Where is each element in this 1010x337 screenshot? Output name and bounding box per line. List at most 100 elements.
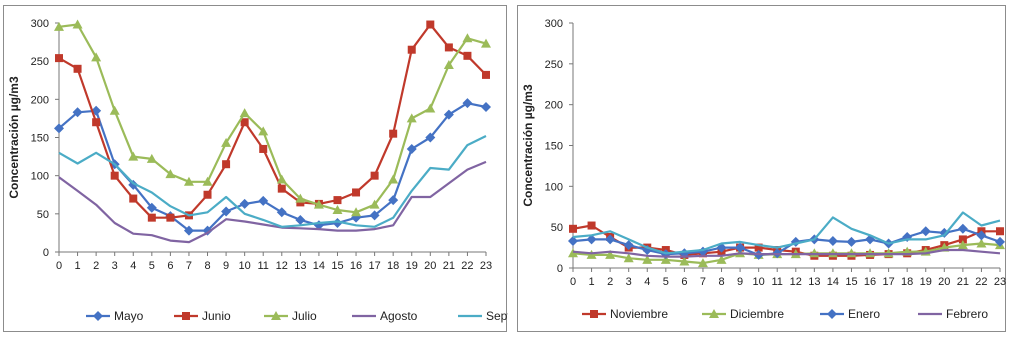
x-tick-label: 12 [276, 260, 288, 272]
x-tick-label: 17 [368, 260, 380, 272]
point-junio [166, 213, 175, 222]
y-axis-label: Concentración µg/m3 [521, 84, 535, 207]
y-tick-label: 50 [551, 222, 563, 234]
y-tick-label: 300 [545, 18, 563, 30]
point-enero [623, 240, 634, 251]
x-tick-label: 1 [75, 260, 81, 272]
x-tick-label: 18 [901, 276, 913, 288]
y-tick-label: 200 [545, 100, 563, 112]
legend-label: Junio [202, 309, 231, 323]
legend-marker [93, 311, 103, 321]
point-enero [939, 227, 950, 238]
series-septiembre [58, 135, 487, 228]
point-julio [369, 199, 380, 209]
x-tick-label: 7 [700, 276, 706, 288]
point-enero [995, 236, 1005, 247]
y-tick-label: 250 [31, 56, 49, 68]
point-junio [203, 190, 212, 199]
x-tick-label: 12 [790, 276, 802, 288]
x-tick-label: 10 [753, 276, 765, 288]
point-enero [846, 236, 857, 247]
point-julio [481, 38, 491, 48]
point-junio [407, 45, 416, 54]
point-julio [258, 126, 269, 136]
legend-marker [271, 311, 281, 320]
point-diciembre [642, 254, 653, 264]
x-tick-label: 15 [331, 260, 343, 272]
point-diciembre [586, 249, 597, 259]
point-julio [146, 153, 157, 163]
point-noviembre [958, 235, 967, 244]
x-tick-label: 23 [994, 276, 1006, 288]
point-junio [147, 213, 156, 222]
point-julio [443, 59, 454, 69]
point-diciembre [697, 258, 708, 268]
point-mayo [443, 109, 454, 120]
y-axis-label: Concentración µg/m3 [7, 76, 21, 199]
point-junio [92, 118, 101, 127]
legend-marker [709, 309, 719, 318]
point-diciembre [605, 249, 616, 259]
x-tick-label: 20 [424, 260, 436, 272]
point-julio [425, 103, 436, 113]
point-julio [72, 19, 83, 29]
point-enero [976, 230, 987, 241]
point-julio [183, 176, 194, 186]
point-julio [165, 169, 176, 179]
x-tick-label: 13 [808, 276, 820, 288]
point-julio [295, 193, 306, 203]
legend-label: Febrero [946, 307, 988, 321]
point-diciembre [679, 256, 690, 266]
x-tick-label: 17 [882, 276, 894, 288]
x-tick-label: 1 [589, 276, 595, 288]
point-mayo [221, 206, 232, 217]
point-diciembre [660, 254, 671, 264]
x-tick-label: 4 [644, 276, 650, 288]
legend-marker [182, 312, 190, 320]
point-junio [259, 144, 268, 153]
x-tick-label: 6 [681, 276, 687, 288]
x-tick-label: 22 [461, 260, 473, 272]
x-tick-label: 22 [975, 276, 987, 288]
point-junio [222, 160, 231, 169]
x-tick-label: 7 [186, 260, 192, 272]
point-julio [406, 113, 417, 123]
point-mayo [295, 214, 306, 225]
x-tick-label: 2 [93, 260, 99, 272]
point-noviembre [587, 221, 596, 230]
point-mayo [183, 225, 194, 236]
point-noviembre [754, 243, 763, 252]
point-diciembre [716, 254, 727, 264]
x-tick-label: 5 [149, 260, 155, 272]
legend-item-agosto: Agosto [352, 309, 418, 323]
series-marzo [572, 211, 1001, 255]
point-junio [426, 20, 435, 29]
series-junio [55, 20, 490, 222]
point-noviembre [569, 224, 577, 233]
x-tick-label: 0 [570, 276, 576, 288]
point-mayo [72, 107, 83, 118]
point-enero [605, 234, 616, 245]
series-enero [568, 223, 1005, 260]
point-julio [388, 174, 399, 184]
point-julio [332, 205, 343, 215]
x-tick-label: 19 [406, 260, 418, 272]
point-enero [735, 242, 746, 253]
legend-label: Enero [848, 307, 880, 321]
y-tick-label: 50 [37, 209, 49, 221]
series-line-junio [58, 23, 487, 219]
x-tick-label: 16 [864, 276, 876, 288]
x-tick-label: 16 [350, 260, 362, 272]
series-line-septiembre [58, 135, 487, 228]
x-tick-label: 4 [130, 260, 136, 272]
series-febrero [572, 248, 1001, 258]
y-tick-label: 0 [43, 247, 49, 259]
series-diciembre [568, 238, 1005, 268]
x-tick-label: 5 [663, 276, 669, 288]
series-agosto [58, 160, 487, 244]
point-enero [790, 236, 801, 247]
x-tick-label: 8 [718, 276, 724, 288]
point-junio [482, 70, 490, 79]
x-tick-label: 15 [845, 276, 857, 288]
